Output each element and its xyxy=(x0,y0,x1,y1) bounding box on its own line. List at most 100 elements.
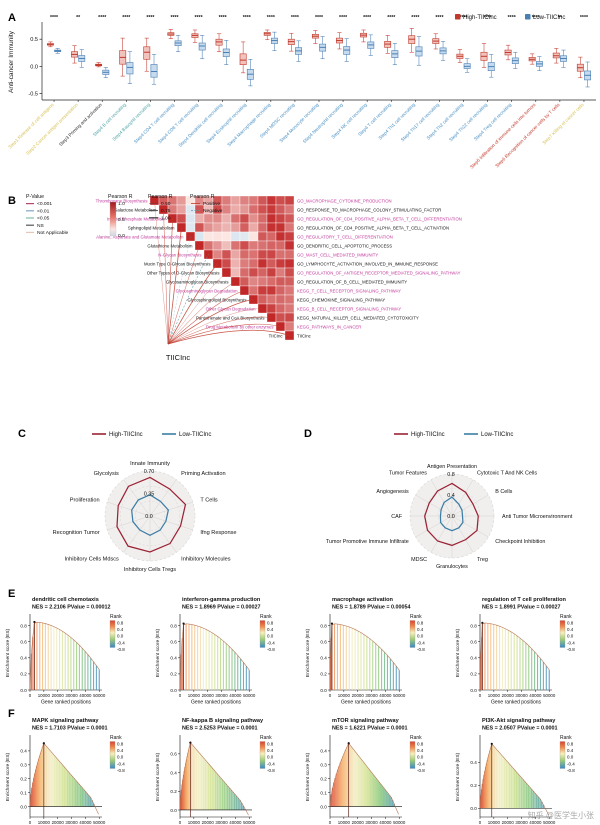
svg-text:0.3: 0.3 xyxy=(20,763,27,768)
panel-a-xtick: Step4 Dendritic cell recruiting xyxy=(178,102,224,148)
svg-text:Low-TIICInc: Low-TIICInc xyxy=(179,432,211,438)
svg-text:40000: 40000 xyxy=(529,820,542,825)
panel-b-row-label: Pantothenate and CoA Biosynthesis xyxy=(196,315,265,320)
panel-b-plot: Thromboxane Biosynthesis Galactose Metabo… xyxy=(26,194,462,362)
gsea-plot: mTOR signaling pathway NES = 1.6221 PValu… xyxy=(305,718,425,825)
panel-b-row-label: Glycosphingolipid Biosynthesis xyxy=(188,297,247,302)
svg-text:0.2: 0.2 xyxy=(20,672,27,677)
svg-text:0.8: 0.8 xyxy=(417,621,424,626)
svg-text:20000: 20000 xyxy=(502,693,515,698)
svg-text:0.8: 0.8 xyxy=(417,742,424,747)
svg-text:0: 0 xyxy=(179,693,182,698)
gsea-ylabel: Enrichment score (ES) xyxy=(455,752,461,801)
panel-a-ylabel: Anti-cancer Immunity xyxy=(8,30,15,93)
svg-text:20000: 20000 xyxy=(52,820,65,825)
svg-text:High-TIICInc: High-TIICInc xyxy=(109,432,143,438)
panel-a-xtick: Step4 Macrophage recruiting xyxy=(226,102,272,148)
svg-text:10000: 10000 xyxy=(338,693,351,698)
svg-text:0.4: 0.4 xyxy=(567,627,574,632)
radar-axis-label: T Cells xyxy=(200,497,218,503)
svg-text:Rank: Rank xyxy=(560,614,572,620)
svg-text:0.8: 0.8 xyxy=(320,623,327,628)
svg-text:0.50: 0.50 xyxy=(161,201,171,207)
panel-a-xtick: Step4 Monocyte recruiting xyxy=(278,102,320,144)
svg-text:30000: 30000 xyxy=(515,693,528,698)
panel-c-radar: Innate Immunity Priming Activation T Cells… xyxy=(53,432,237,573)
panel-b-col-label: TIICInc xyxy=(297,333,312,338)
svg-text:50000: 50000 xyxy=(243,693,256,698)
svg-text:0.5: 0.5 xyxy=(118,217,125,223)
svg-text:40000: 40000 xyxy=(79,693,92,698)
svg-text:-0.8: -0.8 xyxy=(567,647,575,652)
svg-text:****: **** xyxy=(484,15,493,21)
svg-text:-0.5: -0.5 xyxy=(28,91,38,97)
panel-a-xtick: Step1 Release of cell antigens xyxy=(7,102,55,150)
radar-series-low xyxy=(131,494,170,536)
svg-text:0.0: 0.0 xyxy=(118,233,125,239)
svg-text:40000: 40000 xyxy=(229,693,242,698)
gsea-stats: NES = 1.8991 PValue = 0.00027 xyxy=(482,605,561,611)
panel-a-xtick: Step4 CD8 T cell recruiting xyxy=(157,102,200,145)
svg-text:Rank: Rank xyxy=(110,735,122,741)
svg-text:0.4: 0.4 xyxy=(20,656,27,661)
svg-text:0.0: 0.0 xyxy=(417,634,424,639)
panel-b-link xyxy=(167,218,173,345)
panel-b-link xyxy=(167,308,263,345)
svg-text:0.8: 0.8 xyxy=(117,742,124,747)
svg-text:20000: 20000 xyxy=(502,820,515,825)
svg-text:****: **** xyxy=(315,15,324,21)
panel-b-link xyxy=(167,263,218,345)
svg-text:0.5: 0.5 xyxy=(30,37,38,43)
svg-text:0.0: 0.0 xyxy=(170,808,177,813)
radar-series-high xyxy=(424,482,479,547)
gsea-ylabel: Enrichment score (ES) xyxy=(5,628,11,677)
gsea-plot: PI3K-Akt signaling pathway NES = 2.0507 P… xyxy=(455,718,575,825)
svg-text:0.6: 0.6 xyxy=(170,640,177,645)
svg-text:Negative: Negative xyxy=(203,208,223,214)
svg-text:****: **** xyxy=(387,15,396,21)
svg-text:1.0: 1.0 xyxy=(118,201,125,207)
svg-text:0.2: 0.2 xyxy=(470,783,477,788)
gsea-stats: NES = 1.6221 PValue = 0.0001 xyxy=(332,726,408,732)
svg-text:****: **** xyxy=(363,15,372,21)
svg-text:0.0: 0.0 xyxy=(117,634,124,639)
radar-axis-label: Tumor Features xyxy=(389,470,427,476)
radar-axis-label: CAF xyxy=(391,514,402,520)
svg-text:50000: 50000 xyxy=(393,820,406,825)
svg-text:****: **** xyxy=(459,15,468,21)
radar-axis-label: Inhibitory Cells Tregs xyxy=(124,567,176,573)
svg-text:30000: 30000 xyxy=(65,820,78,825)
radar-radial-tick: 0.70 xyxy=(144,469,155,475)
gsea-plot: NF-kappa B signaling pathway NES = 2.5253… xyxy=(155,718,275,825)
svg-text:0.0: 0.0 xyxy=(417,755,424,760)
svg-text:40000: 40000 xyxy=(79,820,92,825)
svg-text:Rank: Rank xyxy=(410,614,422,620)
svg-text:0.4: 0.4 xyxy=(170,770,177,775)
radar-axis-label: Anti Tumor Microenvironment xyxy=(502,514,573,520)
svgD-legend: High-TIICInc Low-TIICInc xyxy=(394,432,513,438)
svg-text:0.2: 0.2 xyxy=(320,777,327,782)
panel-f-gsea: MAPK signaling pathway NES = 1.7103 PValu… xyxy=(5,718,575,825)
svg-text:0.0: 0.0 xyxy=(567,755,574,760)
svg-text:50000: 50000 xyxy=(543,820,556,825)
svg-text:0.8: 0.8 xyxy=(267,742,274,747)
svg-text:****: **** xyxy=(267,15,276,21)
panel-a-xtick: Step3 Priming and activation xyxy=(58,102,103,147)
svg-text:0.4: 0.4 xyxy=(170,656,177,661)
svg-text:0.4: 0.4 xyxy=(417,748,424,753)
radar-axis-label: Ifng Response xyxy=(200,530,236,536)
svg-text:0: 0 xyxy=(29,820,32,825)
svg-text:0.4: 0.4 xyxy=(20,749,27,754)
svg-text:0.0: 0.0 xyxy=(320,804,327,809)
svg-text:****: **** xyxy=(508,15,517,21)
svg-text:30000: 30000 xyxy=(65,693,78,698)
svg-text:0.4: 0.4 xyxy=(117,627,124,632)
svg-text:0.4: 0.4 xyxy=(470,760,477,765)
panel-b-col-label: GO_DENDRITIC_CELL_APOPTOTIC_PROCESS xyxy=(297,243,392,248)
gsea-title: MAPK signaling pathway xyxy=(32,718,99,724)
